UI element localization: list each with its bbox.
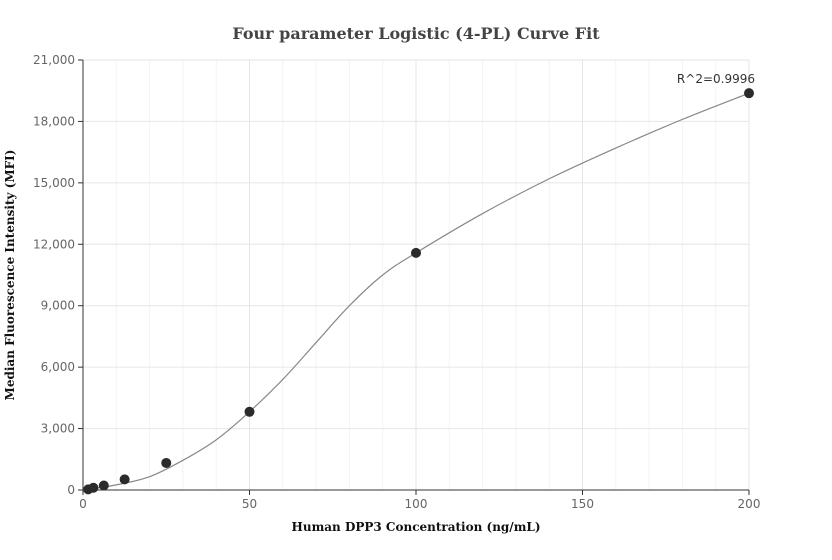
y-tick-label: 15,000 bbox=[33, 176, 75, 190]
y-tick-label: 9,000 bbox=[41, 299, 75, 313]
x-tick-label: 200 bbox=[738, 497, 761, 511]
y-tick-label: 21,000 bbox=[33, 53, 75, 67]
grid bbox=[83, 59, 750, 490]
annotations: R^2=0.9996 bbox=[677, 72, 755, 86]
fit-curve-line bbox=[82, 92, 750, 491]
data-points-layer bbox=[83, 88, 754, 495]
data-point bbox=[744, 88, 754, 99]
data-point bbox=[88, 482, 99, 493]
data-point bbox=[98, 480, 109, 491]
y-tick-label: 12,000 bbox=[33, 237, 75, 251]
y-tick-label: 3,000 bbox=[41, 422, 75, 436]
x-tick-label: 0 bbox=[79, 497, 87, 511]
y-axis-label: Median Fluorescence Intensity (MFI) bbox=[3, 150, 17, 401]
data-point bbox=[161, 457, 172, 468]
y-tick-label: 0 bbox=[67, 483, 75, 497]
r-squared-annotation: R^2=0.9996 bbox=[677, 72, 755, 86]
chart-title: Four parameter Logistic (4-PL) Curve Fit bbox=[232, 24, 600, 43]
fit-curve-layer bbox=[82, 92, 750, 491]
data-point bbox=[119, 474, 130, 485]
x-axis-label: Human DPP3 Concentration (ng/mL) bbox=[292, 520, 541, 534]
axes: 0 3,000 6,000 9,000 12,000 15,000 18,000 21,000… bbox=[33, 53, 760, 511]
data-point bbox=[411, 247, 421, 258]
data-point bbox=[244, 406, 255, 417]
y-tick-label: 18,000 bbox=[33, 114, 75, 128]
x-tick-label: 100 bbox=[405, 497, 428, 511]
y-tick-label: 6,000 bbox=[41, 360, 75, 374]
x-tick-label: 150 bbox=[571, 497, 594, 511]
x-tick-label: 50 bbox=[242, 497, 257, 511]
